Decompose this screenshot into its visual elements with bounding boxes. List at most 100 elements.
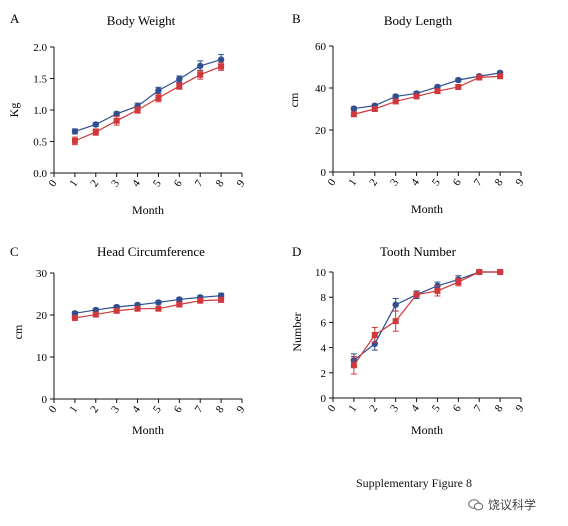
data-point: [476, 269, 483, 275]
data-point: [155, 87, 162, 94]
x-tick-label: 0: [46, 403, 59, 415]
y-tick-label: 8: [321, 292, 327, 304]
data-point: [155, 305, 162, 312]
x-tick-label: 3: [388, 176, 401, 188]
data-point: [434, 88, 441, 95]
y-axis-label: cm: [287, 92, 301, 107]
y-tick-label: 60: [315, 41, 327, 53]
y-tick-label: 0.5: [33, 137, 47, 149]
data-point: [134, 305, 141, 312]
data-point: [113, 110, 120, 117]
y-tick-label: 6: [321, 317, 327, 329]
data-point: [392, 301, 399, 308]
series-2: [350, 73, 504, 118]
series-1: [350, 268, 504, 367]
series-line: [74, 59, 222, 132]
panel-letter: D: [292, 244, 301, 259]
data-point: [350, 111, 357, 118]
x-tick-label: 5: [151, 403, 164, 415]
data-point: [176, 296, 183, 303]
x-axis-label: Month: [411, 202, 443, 216]
x-tick-label: 2: [367, 177, 380, 188]
chart-title: Body Length: [384, 13, 453, 28]
x-tick-label: 8: [214, 177, 227, 189]
x-tick-label: 9: [513, 402, 526, 414]
data-point: [413, 291, 420, 298]
data-point: [434, 287, 441, 294]
wechat-icon: [468, 498, 484, 510]
chart-title: Tooth Number: [380, 244, 457, 259]
x-tick-label: 9: [234, 177, 247, 189]
y-tick-label: 0: [42, 394, 48, 406]
series-line: [353, 72, 501, 110]
x-axis-label: Month: [411, 423, 443, 437]
x-tick-label: 1: [346, 403, 359, 414]
data-point: [71, 310, 79, 317]
y-tick-label: 0: [321, 167, 327, 179]
data-point: [197, 62, 204, 70]
x-tick-label: 0: [325, 402, 338, 414]
y-tick-label: 20: [315, 125, 327, 137]
data-point: [92, 129, 99, 136]
series-2: [350, 269, 504, 375]
data-point: [371, 106, 378, 112]
data-point: [476, 74, 483, 81]
x-tick-label: 6: [172, 177, 185, 189]
watermark: 饶议科学: [468, 496, 536, 513]
data-point: [455, 76, 462, 84]
data-point: [217, 56, 225, 63]
data-point: [71, 128, 79, 135]
panel-letter: A: [10, 11, 20, 26]
y-tick-label: 1.5: [33, 74, 47, 86]
data-point: [176, 301, 183, 308]
x-tick-label: 5: [151, 177, 164, 189]
data-point: [413, 93, 420, 100]
data-point: [92, 306, 99, 314]
x-tick-label: 3: [109, 403, 122, 415]
data-point: [218, 296, 225, 303]
series-1: [71, 54, 225, 135]
panel-letter: C: [10, 244, 19, 259]
x-tick-label: 2: [367, 403, 380, 414]
chart-panel-a: A Body Weight Kg Month 0.0 0.5 1.0 1.5 2.0 0 1 2 3 4 5…: [7, 11, 248, 217]
data-point: [392, 93, 399, 100]
data-point: [455, 279, 462, 286]
data-point: [176, 83, 183, 90]
series-line: [74, 299, 222, 319]
figure-caption: Supplementary Figure 8: [356, 476, 472, 490]
y-tick-label: 2.0: [33, 42, 47, 54]
watermark-text: 饶议科学: [488, 498, 537, 512]
x-axis-label: Month: [132, 203, 164, 217]
x-tick-label: 0: [46, 177, 59, 189]
x-tick-label: 2: [88, 404, 101, 415]
x-tick-label: 7: [472, 176, 485, 188]
y-tick-label: 1.0: [33, 105, 47, 117]
x-tick-label: 6: [172, 403, 185, 415]
y-tick-label: 30: [36, 268, 48, 280]
data-point: [371, 332, 378, 338]
data-point: [113, 307, 120, 314]
data-point: [155, 95, 162, 102]
data-point: [392, 318, 399, 325]
data-point: [92, 121, 99, 128]
x-tick-label: 1: [346, 177, 359, 188]
x-tick-label: 4: [130, 177, 143, 189]
x-tick-label: 1: [67, 178, 80, 189]
series-line: [74, 295, 222, 314]
series-2: [71, 296, 225, 321]
x-tick-label: 4: [130, 403, 143, 415]
x-tick-label: 8: [493, 176, 506, 188]
data-point: [113, 117, 120, 124]
y-tick-label: 10: [36, 352, 48, 364]
x-tick-label: 7: [472, 402, 485, 414]
data-point: [218, 63, 225, 70]
x-tick-label: 1: [67, 404, 80, 415]
data-point: [176, 75, 183, 83]
x-tick-label: 3: [109, 177, 122, 189]
x-tick-label: 0: [325, 176, 338, 188]
x-tick-label: 4: [409, 176, 422, 188]
